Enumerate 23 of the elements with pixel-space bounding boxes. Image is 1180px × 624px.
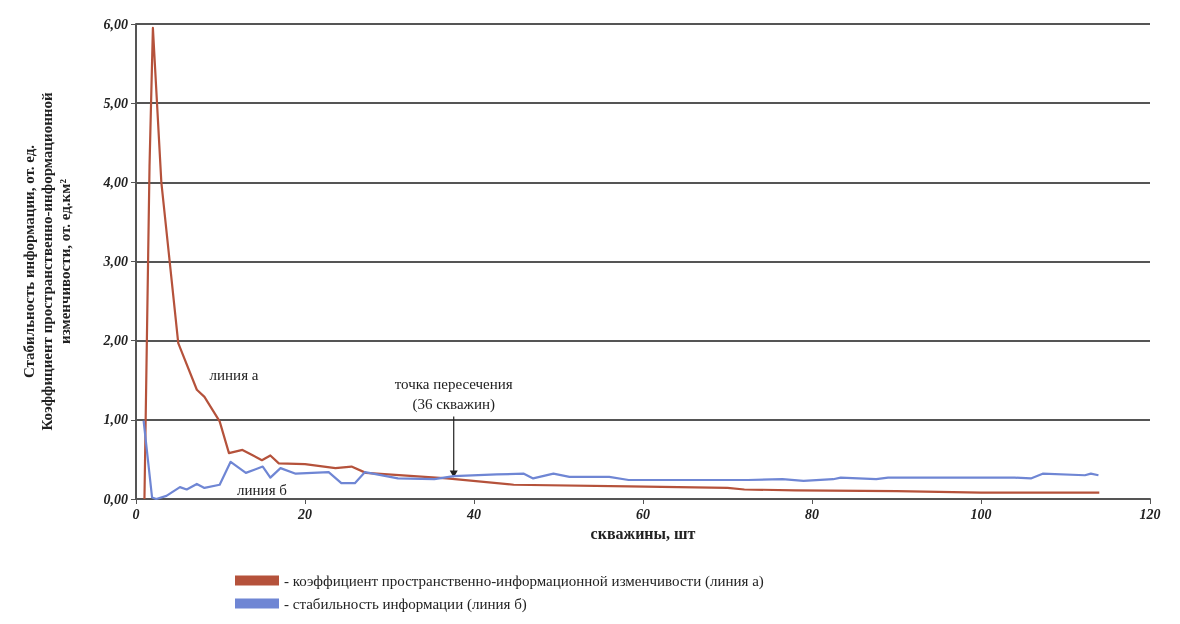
x-tick-label: 60 [636, 506, 650, 522]
y-axis-title: Стабильность информации, от. ед. Коэффициент пространственно-информационной изменчивости, от. ед.км² [21, 92, 73, 431]
y-tick-label: 1,00 [103, 412, 128, 428]
y-tick-label: 2,00 [102, 333, 128, 349]
y-tick-label: 0,00 [103, 491, 128, 507]
annotation: точка пересечения (36 скважин) [394, 376, 513, 414]
y-tick-label: 6,00 [103, 16, 128, 32]
legend-label: - коэффициент пространственно-информационной изменчивости (линия а) [284, 572, 764, 590]
x-tick-label: 0 [132, 506, 140, 522]
y-tick-label: 3,00 [102, 254, 128, 269]
annotation: линия б [237, 482, 288, 498]
x-tick-label: 80 [805, 506, 819, 522]
x-axis-title: скважины, шт [590, 525, 696, 543]
line-series [143, 26, 1101, 501]
y-tick-label: 4,00 [102, 174, 128, 190]
line-series [142, 419, 1100, 501]
annotation: линия а [209, 367, 259, 383]
y-tick-label: 5,00 [103, 95, 128, 111]
x-tick-label: 40 [466, 506, 481, 522]
x-tick-label: 100 [970, 506, 992, 522]
legend-label: - стабильность информации (линия б) [284, 595, 527, 613]
x-tick-label: 120 [1139, 506, 1161, 522]
x-tick-label: 20 [297, 506, 312, 522]
